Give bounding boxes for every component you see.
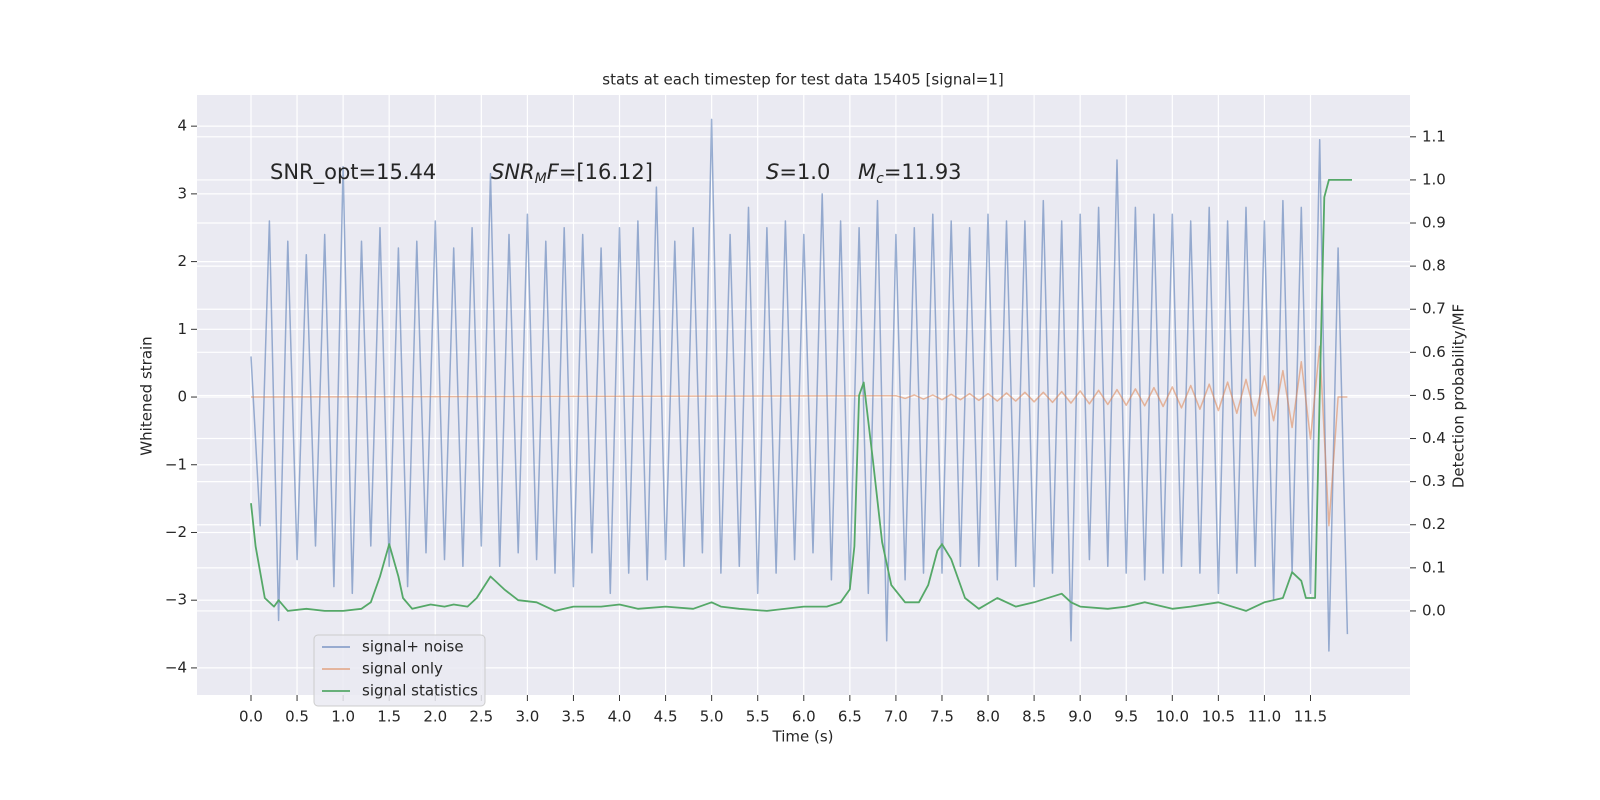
y-tick-label: −4 bbox=[165, 658, 187, 676]
legend-label: signal statistics bbox=[362, 682, 478, 700]
annotation: SNR_opt=15.44 bbox=[270, 160, 436, 185]
y2-tick-label: 1.0 bbox=[1422, 170, 1446, 188]
x-tick-label: 6.0 bbox=[792, 708, 816, 726]
y2-axis-label: Detection probability/MF bbox=[1450, 304, 1468, 488]
annotation-part: c bbox=[876, 171, 884, 187]
x-tick-label: 9.5 bbox=[1114, 708, 1138, 726]
legend-label: signal only bbox=[362, 660, 443, 678]
x-tick-label: 10.5 bbox=[1202, 708, 1235, 726]
x-tick-label: 3.0 bbox=[515, 708, 539, 726]
x-tick-label: 4.0 bbox=[608, 708, 632, 726]
x-tick-label: 9.0 bbox=[1068, 708, 1092, 726]
annotation: S=1.0 bbox=[766, 160, 830, 184]
annotation-part: M bbox=[535, 171, 547, 187]
y2-tick-label: 0.8 bbox=[1422, 257, 1446, 275]
y2-tick-label: 0.1 bbox=[1422, 558, 1446, 576]
x-axis-label: Time (s) bbox=[772, 728, 834, 746]
annotation-part: SNR_opt=15.44 bbox=[270, 160, 436, 185]
y2-tick-label: 0.4 bbox=[1422, 429, 1446, 447]
y-tick-label: −3 bbox=[165, 591, 187, 609]
y2-tick-label: 0.7 bbox=[1422, 300, 1446, 318]
y2-tick-label: 0.3 bbox=[1422, 472, 1446, 490]
annotation-part: SNR bbox=[491, 160, 535, 184]
x-tick-label: 11.0 bbox=[1248, 708, 1281, 726]
x-tick-label: 8.5 bbox=[1022, 708, 1046, 726]
x-tick-label: 8.0 bbox=[976, 708, 1000, 726]
x-tick-label: 0.5 bbox=[285, 708, 309, 726]
y-tick-label: 2 bbox=[177, 252, 187, 270]
y-axis-label: Whitened strain bbox=[138, 336, 156, 455]
x-tick-label: 7.0 bbox=[884, 708, 908, 726]
y2-tick-label: 0.5 bbox=[1422, 386, 1446, 404]
y-tick-label: 4 bbox=[177, 117, 187, 135]
series-line bbox=[250, 118, 1349, 652]
y2-tick-label: 0.6 bbox=[1422, 343, 1446, 361]
annotation-part: =11.93 bbox=[884, 160, 962, 184]
x-tick-label: 10.0 bbox=[1156, 708, 1189, 726]
y2-tick-label: 0.0 bbox=[1422, 601, 1446, 619]
x-tick-label: 4.5 bbox=[654, 708, 678, 726]
y-tick-label: −2 bbox=[165, 523, 187, 541]
legend-label: signal+ noise bbox=[362, 638, 464, 656]
x-tick-label: 2.0 bbox=[423, 708, 447, 726]
x-tick-label: 3.5 bbox=[562, 708, 586, 726]
legend-box bbox=[313, 634, 486, 707]
series-line bbox=[250, 179, 1352, 612]
y-tick-label: 3 bbox=[177, 184, 187, 202]
annotation-part: =1.0 bbox=[779, 160, 830, 184]
series-line bbox=[250, 345, 1348, 527]
annotation-part: S bbox=[766, 160, 779, 184]
x-tick-label: 5.0 bbox=[700, 708, 724, 726]
x-tick-label: 5.5 bbox=[746, 708, 770, 726]
x-tick-label: 1.0 bbox=[331, 708, 355, 726]
y2-tick-label: 0.2 bbox=[1422, 515, 1446, 533]
chart-title: stats at each timestep for test data 154… bbox=[602, 71, 1003, 89]
x-tick-label: 1.5 bbox=[377, 708, 401, 726]
annotation-part: M bbox=[858, 160, 876, 184]
annotation-part: F bbox=[547, 160, 560, 184]
y2-tick-label: 1.1 bbox=[1422, 127, 1446, 145]
annotation: Mc=11.93 bbox=[858, 160, 962, 187]
y-tick-label: 0 bbox=[177, 388, 187, 406]
y2-tick-label: 0.9 bbox=[1422, 214, 1446, 232]
y-tick-label: 1 bbox=[177, 320, 187, 338]
y-tick-label: −1 bbox=[165, 455, 187, 473]
annotation-part: =[16.12] bbox=[559, 160, 653, 184]
annotation: SNRMF=[16.12] bbox=[491, 160, 653, 187]
x-tick-label: 11.5 bbox=[1294, 708, 1327, 726]
legend: signal+ noise signal only signal statistic… bbox=[313, 634, 486, 707]
x-tick-label: 0.0 bbox=[239, 708, 263, 726]
x-tick-label: 7.5 bbox=[930, 708, 954, 726]
x-tick-label: 2.5 bbox=[469, 708, 493, 726]
x-tick-label: 6.5 bbox=[838, 708, 862, 726]
